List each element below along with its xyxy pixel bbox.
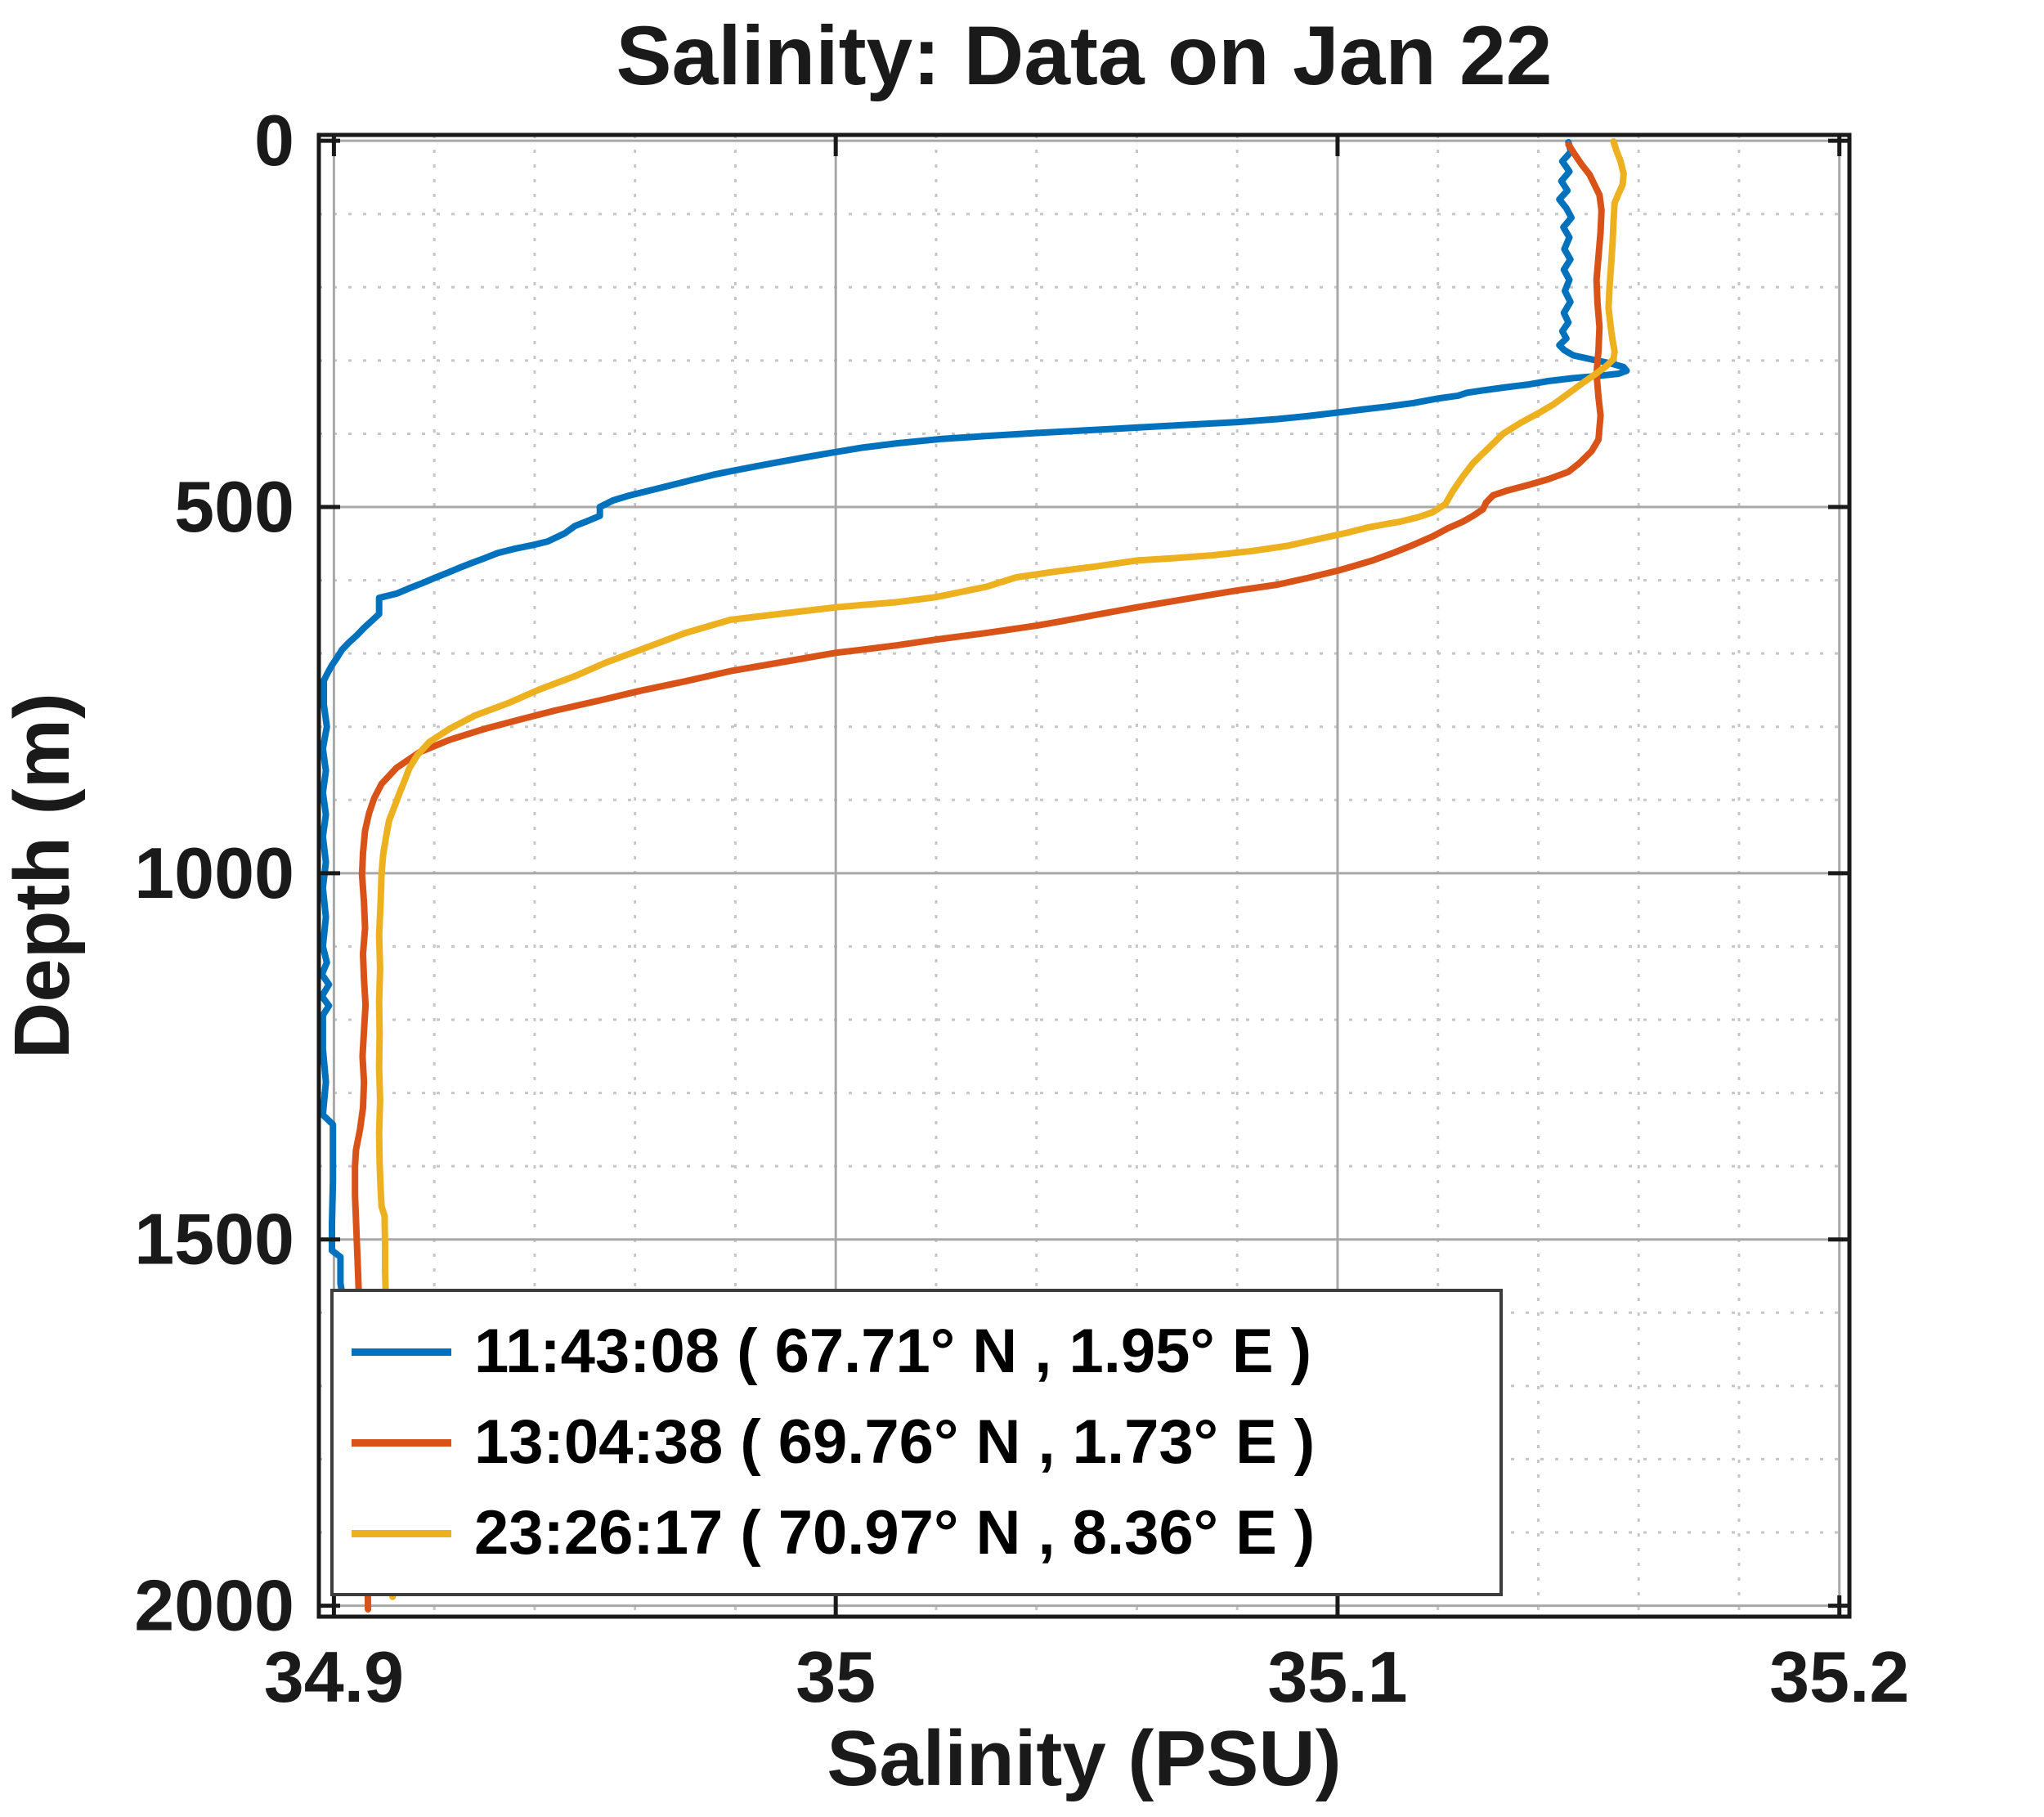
legend: 11:43:08 ( 67.71° N , 1.95° E ) 13:04:38 …: [330, 1289, 1503, 1596]
y-tick-label: 1000: [134, 832, 294, 913]
legend-entry: 11:43:08 ( 67.71° N , 1.95° E ): [334, 1321, 1499, 1383]
x-tick-label: 35: [796, 1636, 876, 1717]
series-line-0: [318, 139, 1630, 1296]
y-tick-label: 1500: [134, 1199, 294, 1280]
legend-entry-label: 13:04:38 ( 69.76° N , 1.73° E ): [474, 1407, 1316, 1477]
x-tick-label: 34.9: [264, 1636, 404, 1717]
legend-entry-label: 11:43:08 ( 67.71° N , 1.95° E ): [474, 1317, 1312, 1386]
x-tick-label: 35.1: [1267, 1636, 1407, 1717]
y-tick-label: 500: [174, 466, 294, 547]
legend-line-sample: [352, 1529, 451, 1537]
y-tick-label: 2000: [134, 1565, 294, 1646]
legend-line-sample: [352, 1438, 451, 1447]
legend-entry-label: 23:26:17 ( 70.97° N , 8.36° E ): [474, 1498, 1316, 1568]
chart-title: Salinity: Data on Jan 22: [616, 9, 1553, 102]
legend-entry: 23:26:17 ( 70.97° N , 8.36° E ): [334, 1502, 1499, 1564]
axes-box: [316, 132, 1852, 1619]
series-line-1: [352, 141, 1605, 1613]
x-axis-label: Salinity (PSU): [827, 1715, 1342, 1802]
series-line-2: [375, 138, 1627, 1600]
y-tick-label: 0: [254, 100, 294, 181]
legend-line-sample: [352, 1348, 451, 1356]
x-tick-label: 35.2: [1769, 1636, 1909, 1717]
legend-entry: 13:04:38 ( 69.76° N , 1.73° E ): [334, 1411, 1499, 1474]
